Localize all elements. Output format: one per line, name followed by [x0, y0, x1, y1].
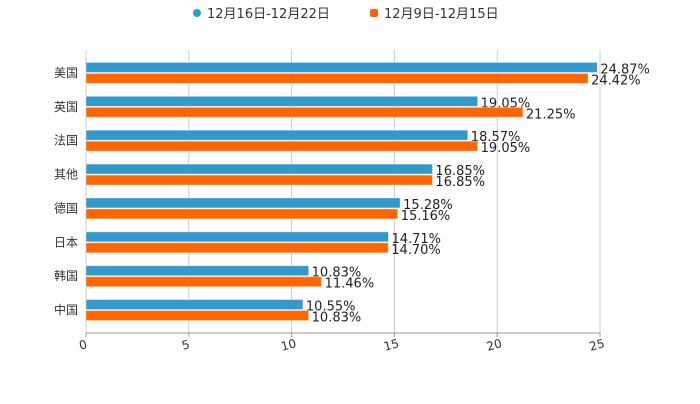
category-label: 英国 — [54, 100, 78, 114]
data-label: 19.05% — [481, 141, 531, 156]
category-label: 美国 — [54, 66, 78, 80]
tick-label: 5 — [180, 337, 191, 353]
category-label: 中国 — [54, 302, 78, 317]
data-label: 10.83% — [312, 311, 362, 326]
category-label: 韩国 — [54, 268, 78, 283]
data-label: 21.25% — [526, 107, 576, 122]
data-label: 24.87% — [600, 62, 650, 77]
category-label: 日本 — [54, 235, 78, 249]
bar — [85, 140, 479, 152]
bar — [85, 231, 389, 243]
legend-marker — [193, 9, 201, 17]
tick-label: 20 — [485, 336, 503, 353]
bar — [85, 276, 323, 288]
data-label: 14.70% — [391, 243, 441, 258]
bar — [85, 61, 598, 73]
category-label: 法国 — [54, 134, 78, 148]
data-label: 10.55% — [306, 300, 356, 315]
data-label: 15.16% — [401, 209, 451, 224]
x-axis: 0 5 10 15 20 25 — [77, 332, 606, 354]
bar — [85, 129, 469, 141]
tick-label: 0 — [77, 337, 88, 353]
bars: 24.87%24.42%19.05%21.25%18.57%19.05%16.8… — [85, 61, 650, 326]
data-label: 11.46% — [325, 277, 375, 292]
data-label: 24.42% — [591, 73, 641, 88]
tick-label: 10 — [279, 336, 297, 353]
data-label: 16.85% — [435, 175, 485, 190]
bar — [85, 174, 433, 186]
bar — [85, 310, 310, 322]
bar — [85, 163, 433, 175]
bar — [85, 265, 310, 277]
category-label: 其他 — [54, 168, 78, 182]
legend-marker — [370, 9, 378, 17]
tick-label: 15 — [382, 336, 400, 353]
data-label: 16.85% — [435, 164, 485, 179]
data-label: 18.57% — [471, 130, 521, 145]
bar — [85, 106, 524, 118]
tick-label: 25 — [588, 336, 606, 353]
legend-label: 12月9日-12月15日 — [384, 7, 499, 22]
category-label: 德国 — [54, 200, 78, 215]
bar — [85, 95, 479, 107]
legend-label: 12月16日-12月22日 — [207, 7, 330, 22]
bar — [85, 299, 304, 311]
bar — [85, 197, 401, 209]
bar — [85, 242, 389, 254]
data-label: 14.71% — [391, 232, 441, 247]
bar — [85, 72, 589, 84]
bar — [85, 208, 399, 220]
legend: 12月16日-12月22日 12月9日-12月15日 — [193, 7, 499, 22]
data-label: 10.83% — [312, 266, 362, 281]
data-label: 15.28% — [403, 198, 453, 213]
